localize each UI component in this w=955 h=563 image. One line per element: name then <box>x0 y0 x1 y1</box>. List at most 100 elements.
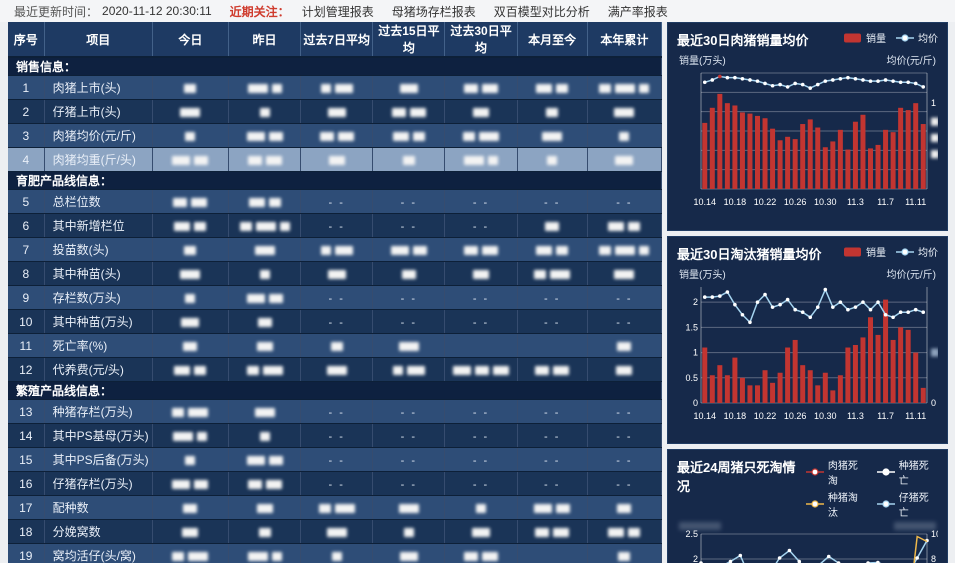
row-number: 8 <box>8 261 45 286</box>
cell-no-data: - - <box>372 423 446 448</box>
table-row[interactable]: 7 投苗数(头) <box>8 237 663 262</box>
svg-text:10.14: 10.14 <box>694 411 717 421</box>
legend-item[interactable]: 均价 <box>896 30 938 45</box>
cell-value-redacted <box>152 333 229 358</box>
row-number: 6 <box>8 213 45 238</box>
line-chart: 2.510281.56 <box>685 530 938 563</box>
svg-text:1: 1 <box>931 98 936 108</box>
row-number: 7 <box>8 237 45 262</box>
menu-item-report[interactable]: 满产率报表 <box>607 4 668 19</box>
cell-value-redacted <box>228 447 302 472</box>
table-row[interactable]: 12 代养费(元/头) <box>8 357 663 382</box>
table-row[interactable]: 9 存栏数(万头) - -- -- -- -- - <box>8 285 663 310</box>
row-item-label: 仔猪存栏(万头) <box>44 471 153 496</box>
table-row[interactable]: 2 仔猪上市(头) <box>8 99 663 124</box>
table-row[interactable]: 5 总栏位数 - -- -- -- -- - <box>8 189 663 214</box>
table-row[interactable]: 6 其中新增栏位 - -- -- - <box>8 213 663 238</box>
cell-no-data: - - <box>587 471 663 496</box>
table-row[interactable]: 18 分娩窝数 <box>8 519 663 544</box>
menu-item-report[interactable]: 双百模型对比分析 <box>493 4 590 19</box>
table-row[interactable]: 13 种猪存栏(万头) - -- -- -- -- - <box>8 399 663 424</box>
table-row[interactable]: 4 肉猪均重(斤/头) <box>8 147 663 172</box>
cell-no-data: - - <box>372 213 446 238</box>
cell-no-data: - - <box>587 399 663 424</box>
cell-value-redacted <box>517 147 588 172</box>
cell-value-redacted <box>587 261 663 286</box>
bar-swatch-icon <box>844 33 861 42</box>
row-item-label: 仔猪上市(头) <box>44 99 153 124</box>
table-row[interactable]: 14 其中PS基母(万头) - -- -- -- -- - <box>8 423 663 448</box>
line-dot-icon <box>806 468 824 476</box>
right-axis-label-redacted <box>894 522 936 530</box>
table-row[interactable]: 11 死亡率(%) <box>8 333 663 358</box>
cell-value-redacted <box>152 213 229 238</box>
cell-value-redacted <box>372 543 446 563</box>
table-row[interactable]: 15 其中PS后备(万头) - -- -- -- -- - <box>8 447 663 472</box>
chart-legend: 销量 均价 <box>844 30 938 45</box>
legend-item[interactable]: 销量 <box>844 244 886 259</box>
svg-text:10.26: 10.26 <box>784 197 807 207</box>
cell-value-redacted <box>372 261 446 286</box>
svg-text:8: 8 <box>931 554 936 563</box>
cell-no-data: - - <box>372 399 446 424</box>
svg-text:1.5: 1.5 <box>685 322 698 332</box>
svg-text:10.14: 10.14 <box>694 197 717 207</box>
legend-label: 种猪死亡 <box>898 461 929 487</box>
cell-no-data: - - <box>517 471 588 496</box>
cell-value-redacted <box>517 123 588 148</box>
legend-item[interactable]: 肉猪死淘 <box>806 457 867 487</box>
svg-text:2.5: 2.5 <box>685 530 698 539</box>
column-header: 项目 <box>44 22 153 58</box>
cell-value-redacted <box>300 75 374 100</box>
row-number: 3 <box>8 123 45 148</box>
cell-value-redacted <box>517 99 588 124</box>
legend-label: 均价 <box>918 248 938 259</box>
svg-text:11.11: 11.11 <box>905 411 926 421</box>
menu-item-report[interactable]: 母猪场存栏报表 <box>391 4 476 19</box>
row-number: 16 <box>8 471 45 496</box>
legend-item[interactable]: 仔猪死亡 <box>877 489 938 519</box>
legend-item[interactable]: 种猪死亡 <box>877 457 938 487</box>
cell-no-data: - - <box>444 423 518 448</box>
table-row[interactable]: 1 肉猪上市(头) <box>8 75 663 100</box>
row-item-label: 投苗数(头) <box>44 237 153 262</box>
svg-text:10: 10 <box>931 530 938 539</box>
cell-value-redacted <box>444 495 518 520</box>
svg-text:11.3: 11.3 <box>847 411 864 421</box>
table-row[interactable]: 16 仔猪存栏(万头) - -- -- -- -- - <box>8 471 663 496</box>
menu-item-report[interactable]: 计划管理报表 <box>301 4 374 19</box>
svg-text:10.26: 10.26 <box>784 411 807 421</box>
cell-no-data: - - <box>300 285 374 310</box>
chart-legend: 肉猪死淘 种猪死亡种猪淘汰 仔猪死亡 <box>806 457 938 519</box>
svg-text:11.7: 11.7 <box>877 411 894 421</box>
line-dot-icon <box>877 500 895 508</box>
legend-item[interactable]: 种猪淘汰 <box>806 489 867 519</box>
cell-value-redacted <box>228 237 302 262</box>
line-dot-icon <box>896 247 914 256</box>
cell-value-redacted <box>372 147 446 172</box>
cell-value-redacted <box>152 471 229 496</box>
section-header-row: 繁殖产品线信息： <box>8 381 662 400</box>
cell-no-data: - - <box>372 447 446 472</box>
legend-item[interactable]: 销量 <box>844 30 886 45</box>
cell-value-redacted <box>517 237 588 262</box>
cell-value-redacted <box>444 147 518 172</box>
cell-value-redacted <box>372 75 446 100</box>
cell-value-redacted <box>152 237 229 262</box>
report-table: 序号 项目 今日 昨日 过去7日平均 过去15日平均 过去30日平均 本月至今 本年累计 销售信息… <box>8 22 663 563</box>
table-row[interactable]: 10 其中种苗(万头) - -- -- -- -- - <box>8 309 663 334</box>
legend-item[interactable]: 均价 <box>896 244 938 259</box>
table-row[interactable]: 19 窝均活仔(头/窝) <box>8 543 663 563</box>
table-row[interactable]: 3 肉猪均价(元/斤) <box>8 123 663 148</box>
bar-line-chart: 1 10.14 10.18 10.22 10.26 10.30 11.3 11.7 11.11 <box>694 72 938 207</box>
cell-value-redacted <box>152 261 229 286</box>
svg-text:10.30: 10.30 <box>814 197 837 207</box>
cell-value-redacted <box>300 237 374 262</box>
table-row[interactable]: 17 配种数 <box>8 495 663 520</box>
row-number: 18 <box>8 519 45 544</box>
row-item-label: 其中PS后备(万头) <box>44 447 153 472</box>
svg-text:2: 2 <box>693 554 698 563</box>
chart-title: 最近30日淘汰猪销量均价 <box>677 247 822 262</box>
cell-no-data: - - <box>444 309 518 334</box>
table-row[interactable]: 8 其中种苗(头) <box>8 261 663 286</box>
